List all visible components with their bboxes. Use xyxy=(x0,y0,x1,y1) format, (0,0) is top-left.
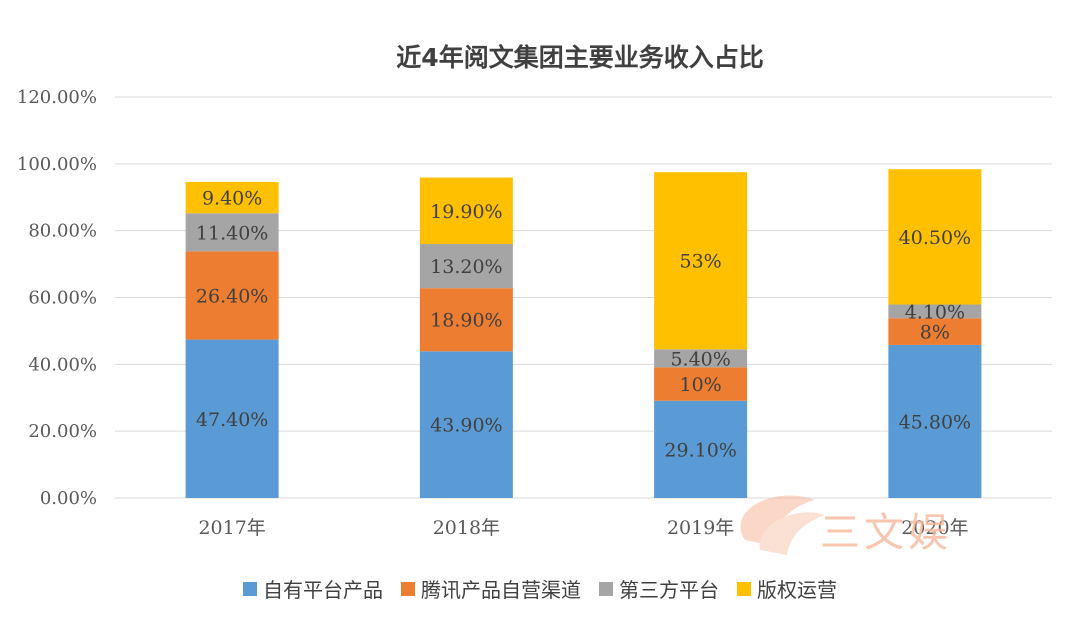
y-tick-label-3: 60.00% xyxy=(28,288,97,309)
data-label-0-0: 47.40% xyxy=(196,409,268,431)
y-tick-label-0: 0.00% xyxy=(40,488,97,509)
bar-3-0 xyxy=(888,344,982,498)
data-label-2-0: 29.10% xyxy=(664,439,736,461)
y-tick-label-5: 100.00% xyxy=(17,154,97,175)
bar-1-1 xyxy=(419,288,513,352)
legend-item-3: 版权运营 xyxy=(737,574,837,603)
data-label-1-2: 13.20% xyxy=(430,256,502,278)
legend-label-1: 腾讯产品自营渠道 xyxy=(421,578,581,602)
data-label-0-1: 26.40% xyxy=(196,285,268,307)
legend-item-2: 第三方平台 xyxy=(599,574,719,603)
data-label-3-1: 8% xyxy=(920,322,950,344)
y-tick-label-6: 120.00% xyxy=(17,87,97,108)
bar-2-1 xyxy=(654,367,748,401)
bar-3-3 xyxy=(888,169,982,305)
x-tick-label-2: 2019年 xyxy=(667,517,734,539)
data-label-2-1: 10% xyxy=(680,374,722,396)
data-label-1-0: 43.90% xyxy=(430,415,502,437)
legend-item-0: 自有平台产品 xyxy=(243,574,383,603)
data-label-1-3: 19.90% xyxy=(430,201,502,223)
bar-1-0 xyxy=(419,351,513,498)
legend-label-3: 版权运营 xyxy=(757,578,837,602)
data-label-0-2: 11.40% xyxy=(196,222,268,244)
data-label-0-3: 9.40% xyxy=(202,188,262,210)
legend-swatch-0 xyxy=(243,581,257,596)
bar-3-2 xyxy=(888,304,982,319)
legend-item-1: 腾讯产品自营渠道 xyxy=(401,574,581,603)
bar-1-2 xyxy=(419,244,513,289)
legend-label-2: 第三方平台 xyxy=(619,578,719,602)
data-label-3-0: 45.80% xyxy=(899,411,971,433)
watermark-text: 三文娱 xyxy=(820,510,952,556)
data-label-2-2: 5.40% xyxy=(670,348,730,370)
watermark-logo-icon xyxy=(740,495,825,555)
y-tick-label-2: 40.00% xyxy=(28,354,97,375)
bar-2-3 xyxy=(654,172,748,350)
data-label-1-1: 18.90% xyxy=(430,310,502,332)
chart-title: 近4年阅文集团主要业务收入占比 xyxy=(396,43,764,72)
bar-3-1 xyxy=(888,318,982,345)
data-label-3-2: 4.10% xyxy=(905,301,965,323)
bar-0-0 xyxy=(185,339,279,498)
bar-0-3 xyxy=(185,181,279,214)
bar-2-0 xyxy=(654,400,748,498)
bar-0-2 xyxy=(185,213,279,252)
x-tick-label-0: 2017年 xyxy=(198,517,265,539)
chart-legend: 自有平台产品 腾讯产品自营渠道 第三方平台 版权运营 xyxy=(0,574,1080,603)
legend-swatch-2 xyxy=(599,581,613,596)
y-tick-label-1: 20.00% xyxy=(28,421,97,442)
data-label-3-3: 40.50% xyxy=(899,227,971,249)
legend-swatch-1 xyxy=(401,581,415,596)
legend-label-0: 自有平台产品 xyxy=(263,578,383,602)
x-tick-label-1: 2018年 xyxy=(433,517,500,539)
legend-swatch-3 xyxy=(737,581,751,596)
bar-1-3 xyxy=(419,177,513,245)
y-tick-label-4: 80.00% xyxy=(28,221,97,242)
data-label-2-3: 53% xyxy=(680,251,722,273)
bar-2-2 xyxy=(654,349,748,368)
x-tick-label-3: 2020年 xyxy=(901,517,968,539)
bar-0-1 xyxy=(185,251,279,340)
